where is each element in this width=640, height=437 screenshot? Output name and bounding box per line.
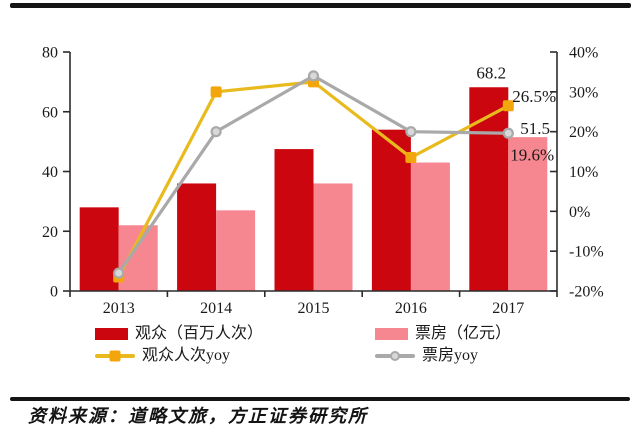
combo-chart: 0 20 40 60 80 -20% -10% 0% 10% 20% 30% 40% 2013 2014 2… bbox=[42, 45, 604, 318]
right-axis-label-40%: 40% bbox=[569, 45, 598, 62]
annotation-boxoffice_yoy-2017: 19.6% bbox=[510, 145, 554, 164]
source-note: 资料来源：道略文旅，方正证券研究所 bbox=[28, 406, 368, 426]
bar-audience-2017 bbox=[469, 87, 509, 291]
marker-boxoffice_yoy-2016 bbox=[405, 126, 417, 138]
legend-label-audience: 观众（百万人次） bbox=[135, 325, 264, 342]
right-axis-label-0%: 0% bbox=[569, 204, 590, 221]
marker-audience_yoy-2017 bbox=[502, 100, 514, 112]
annotation-boxoffice-2017: 51.5 bbox=[520, 119, 550, 138]
bar-boxoffice-2017 bbox=[508, 137, 548, 291]
left-axis-label-20: 20 bbox=[42, 224, 58, 241]
annotation-audience_yoy-2017: 26.5% bbox=[512, 87, 556, 106]
bar-boxoffice-2015 bbox=[313, 183, 353, 291]
x-label-2016: 2016 bbox=[395, 300, 427, 317]
bar-boxoffice-2013 bbox=[118, 225, 158, 291]
right-axis-label-30%: 30% bbox=[569, 84, 598, 101]
x-label-2013: 2013 bbox=[103, 300, 135, 317]
boxoffice_yoy-line-swatch-icon bbox=[375, 349, 415, 363]
bar-boxoffice-2014 bbox=[216, 210, 256, 291]
boxoffice-bar-swatch-icon bbox=[375, 327, 408, 340]
right-axis-label--10%: -10% bbox=[569, 244, 604, 261]
marker-boxoffice_yoy-2017 bbox=[502, 127, 514, 139]
right-axis-label-10%: 10% bbox=[569, 164, 598, 181]
boxoffice_yoy-marker-icon bbox=[390, 350, 400, 361]
legend-label-boxoffice: 票房（亿元） bbox=[415, 325, 512, 342]
x-label-2014: 2014 bbox=[200, 300, 232, 317]
x-label-2017: 2017 bbox=[492, 300, 524, 317]
left-axis-label-40: 40 bbox=[42, 164, 58, 181]
right-axis-label--20%: -20% bbox=[569, 284, 604, 301]
bar-audience-2013 bbox=[79, 207, 119, 291]
bar-boxoffice-2016 bbox=[410, 162, 450, 291]
audience-bar-swatch-icon bbox=[95, 327, 128, 340]
bar-audience-2014 bbox=[177, 183, 217, 291]
marker-audience_yoy-2014 bbox=[210, 86, 222, 98]
bar-audience-2016 bbox=[371, 129, 411, 291]
legend-item-audience_yoy: 观众人次yoy bbox=[95, 345, 375, 366]
top-divider bbox=[10, 3, 631, 8]
legend-label-boxoffice_yoy: 票房yoy bbox=[422, 347, 479, 364]
right-axis-label-20%: 20% bbox=[569, 124, 598, 141]
audience_yoy-marker-icon bbox=[109, 350, 121, 361]
bottom-divider bbox=[10, 397, 630, 401]
marker-audience_yoy-2016 bbox=[405, 152, 417, 164]
marker-boxoffice_yoy-2013 bbox=[113, 267, 125, 279]
annotation-audience-2017: 68.2 bbox=[476, 63, 506, 82]
marker-boxoffice_yoy-2014 bbox=[210, 126, 222, 138]
x-label-2015: 2015 bbox=[298, 300, 330, 317]
left-axis-label-0: 0 bbox=[50, 284, 58, 301]
marker-boxoffice_yoy-2015 bbox=[307, 70, 320, 82]
legend-item-boxoffice_yoy: 票房yoy bbox=[375, 345, 511, 366]
legend-label-audience_yoy: 观众人次yoy bbox=[142, 347, 231, 364]
legend-item-boxoffice: 票房（亿元） bbox=[375, 323, 511, 344]
chart-legend: 观众（百万人次） 票房（亿元） 观众人次yoy 票房yoy bbox=[95, 323, 511, 366]
left-axis-label-80: 80 bbox=[42, 45, 58, 62]
legend-item-audience: 观众（百万人次） bbox=[95, 323, 375, 344]
left-axis-label-60: 60 bbox=[42, 104, 58, 121]
audience_yoy-line-swatch-icon bbox=[95, 349, 135, 363]
bar-audience-2015 bbox=[274, 149, 314, 291]
